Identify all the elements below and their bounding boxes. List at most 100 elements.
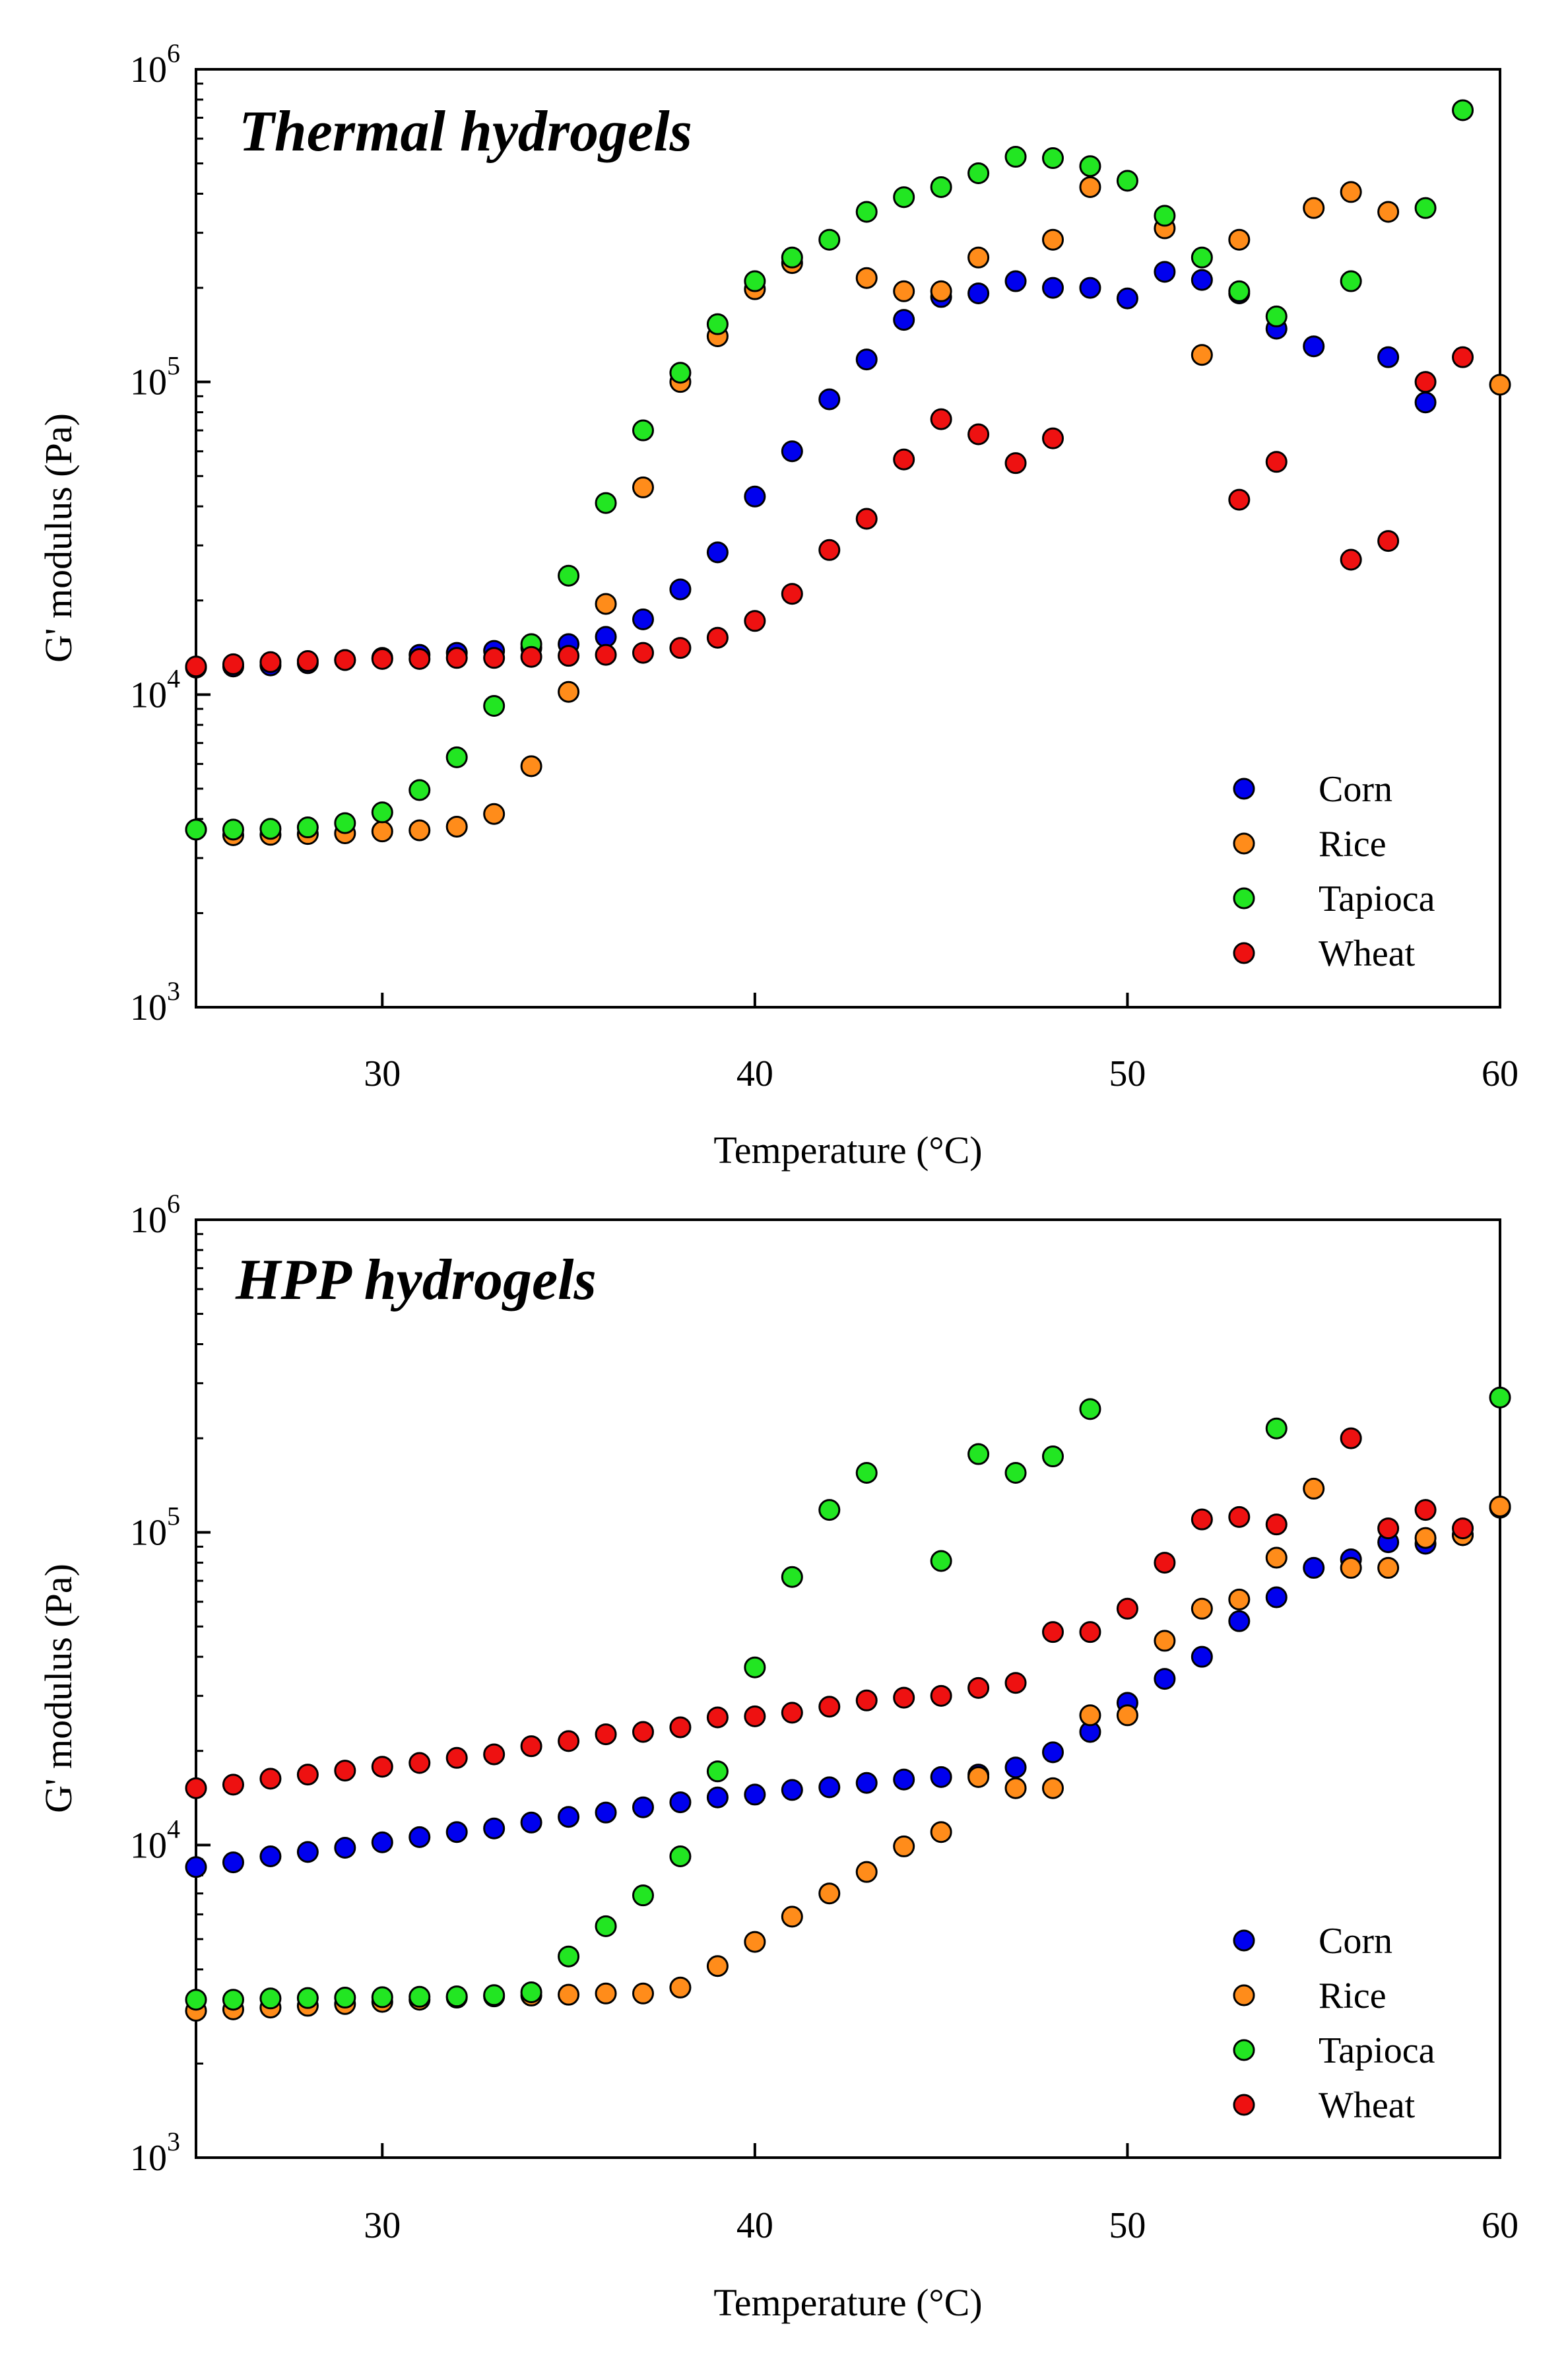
point-wheat — [520, 1735, 542, 1758]
point-corn — [781, 1779, 803, 1801]
point-corn — [893, 1768, 915, 1791]
point-wheat — [558, 645, 580, 667]
point-wheat — [930, 1684, 952, 1707]
point-rice — [595, 1982, 617, 2005]
point-corn — [1265, 1586, 1288, 1609]
x-tick-label: 50 — [1109, 1053, 1146, 1094]
point-rice — [1042, 228, 1064, 251]
point-rice — [967, 246, 990, 269]
legend-marker-corn — [1233, 778, 1255, 800]
point-corn — [1377, 346, 1400, 368]
point-wheat — [1265, 451, 1288, 473]
x-tick-label: 30 — [364, 2205, 401, 2246]
x-axis-label: Temperature (°C) — [713, 2281, 982, 2324]
y-axis-label: G' modulus (Pa) — [37, 413, 80, 663]
point-corn — [445, 1821, 468, 1843]
point-wheat — [1116, 1597, 1138, 1620]
point-tapioca — [855, 1462, 878, 1484]
point-tapioca — [1154, 205, 1176, 227]
y-axis-label: G' modulus (Pa) — [37, 1564, 80, 1813]
point-corn — [334, 1836, 356, 1859]
legend-label-corn: Corn — [1319, 769, 1392, 810]
point-corn — [1079, 277, 1101, 299]
point-wheat — [1042, 1621, 1064, 1643]
point-wheat — [595, 1723, 617, 1746]
point-tapioca — [706, 313, 729, 335]
point-tapioca — [1452, 99, 1474, 121]
plot-frame — [195, 68, 1501, 1009]
point-rice — [1414, 1527, 1437, 1549]
point-tapioca — [1116, 170, 1138, 192]
point-rice — [1340, 1556, 1362, 1579]
point-corn — [669, 1791, 692, 1814]
point-corn — [818, 388, 841, 411]
point-tapioca — [1265, 1417, 1288, 1440]
point-corn — [1042, 1741, 1064, 1764]
point-tapioca — [1079, 1398, 1101, 1420]
point-rice — [408, 819, 431, 842]
point-rice — [1116, 1704, 1138, 1727]
point-tapioca — [222, 1989, 244, 2011]
thermal-hydrogels-chart: Thermal hydrogels 30 40 50 60 103104105106 … — [37, 38, 1519, 1172]
point-tapioca — [706, 1760, 729, 1783]
point-corn — [558, 1806, 580, 1828]
point-wheat — [520, 646, 542, 668]
point-wheat — [1042, 427, 1064, 449]
point-tapioca — [855, 201, 878, 223]
x-tick-label: 30 — [364, 1053, 401, 1094]
point-tapioca — [1340, 270, 1362, 292]
point-tapioca — [632, 1884, 654, 1907]
x-tick-label: 50 — [1109, 2205, 1146, 2246]
point-corn — [408, 1826, 431, 1848]
point-corn — [483, 1817, 506, 1840]
point-wheat — [1228, 488, 1251, 511]
y-tick-label: 103 — [130, 2127, 180, 2179]
point-tapioca — [930, 176, 952, 198]
point-tapioca — [744, 1656, 766, 1678]
point-wheat — [185, 1777, 207, 1799]
point-wheat — [185, 655, 207, 678]
y-tick-label: 105 — [130, 351, 180, 403]
point-rice — [781, 1906, 803, 1928]
point-wheat — [855, 508, 878, 530]
point-corn — [744, 1783, 766, 1806]
point-rice — [1042, 1777, 1064, 1799]
point-corn — [1116, 287, 1138, 310]
chart-title: Thermal hydrogels — [239, 100, 692, 164]
x-axis-label: Temperature (°C) — [713, 1129, 982, 1172]
point-corn — [781, 440, 803, 463]
point-tapioca — [185, 1989, 207, 2011]
point-wheat — [818, 1696, 841, 1718]
point-wheat — [893, 448, 915, 471]
legend-label-tapioca: Tapioca — [1319, 2030, 1435, 2071]
point-corn — [1228, 1610, 1251, 1632]
point-wheat — [930, 408, 952, 430]
point-tapioca — [520, 1981, 542, 2003]
point-tapioca — [818, 228, 841, 251]
point-rice — [1191, 344, 1213, 366]
point-wheat — [1340, 548, 1362, 571]
point-rice — [1004, 1777, 1027, 1799]
point-tapioca — [334, 1987, 356, 2009]
point-wheat — [781, 1702, 803, 1724]
point-tapioca — [893, 186, 915, 209]
point-corn — [595, 626, 617, 648]
point-wheat — [296, 1764, 319, 1786]
point-wheat — [744, 610, 766, 632]
point-wheat — [744, 1705, 766, 1727]
point-corn — [520, 1811, 542, 1834]
point-tapioca — [632, 419, 654, 442]
legend-label-rice: Rice — [1319, 1975, 1387, 2016]
point-tapioca — [1191, 246, 1213, 269]
point-wheat — [595, 644, 617, 666]
point-corn — [1154, 1668, 1176, 1690]
point-tapioca — [259, 818, 282, 840]
point-corn — [855, 348, 878, 371]
point-tapioca — [595, 492, 617, 514]
point-wheat — [1079, 1621, 1101, 1643]
point-tapioca — [1004, 146, 1027, 168]
point-wheat — [371, 1756, 393, 1778]
point-rice — [744, 1931, 766, 1953]
y-tick-label: 105 — [130, 1502, 180, 1554]
hpp-hydrogels-chart: HPP hydrogels 30 40 50 60 103 104 105 106 Temp… — [37, 1189, 1519, 2324]
